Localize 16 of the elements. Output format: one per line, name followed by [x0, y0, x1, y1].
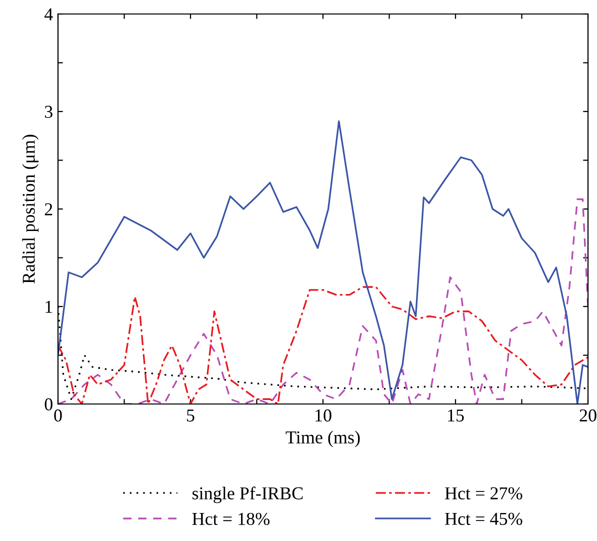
y-tick-label: 1: [46, 300, 52, 313]
legend-label: Hct = 18%: [192, 512, 270, 526]
x-tick-label: 0: [54, 409, 62, 422]
legend-label: single Pf-IRBC: [192, 486, 303, 504]
y-axis-title: Radial position (μm): [22, 134, 39, 284]
x-axis-title: Time (ms): [286, 430, 360, 448]
y-tick-label: 0: [44, 398, 52, 410]
x-tick-label: 20: [580, 409, 596, 422]
x-tick-label: 10: [316, 409, 332, 422]
y-tick-label: 2: [44, 203, 52, 216]
legend-label: Hct = 27%: [444, 487, 522, 500]
y-tick-label: 3: [44, 106, 52, 118]
y-tick-label: 4: [44, 8, 53, 20]
x-tick-label: 5: [187, 410, 194, 422]
legend-label: Hct = 45%: [444, 512, 522, 526]
x-tick-label: 15: [448, 409, 464, 422]
